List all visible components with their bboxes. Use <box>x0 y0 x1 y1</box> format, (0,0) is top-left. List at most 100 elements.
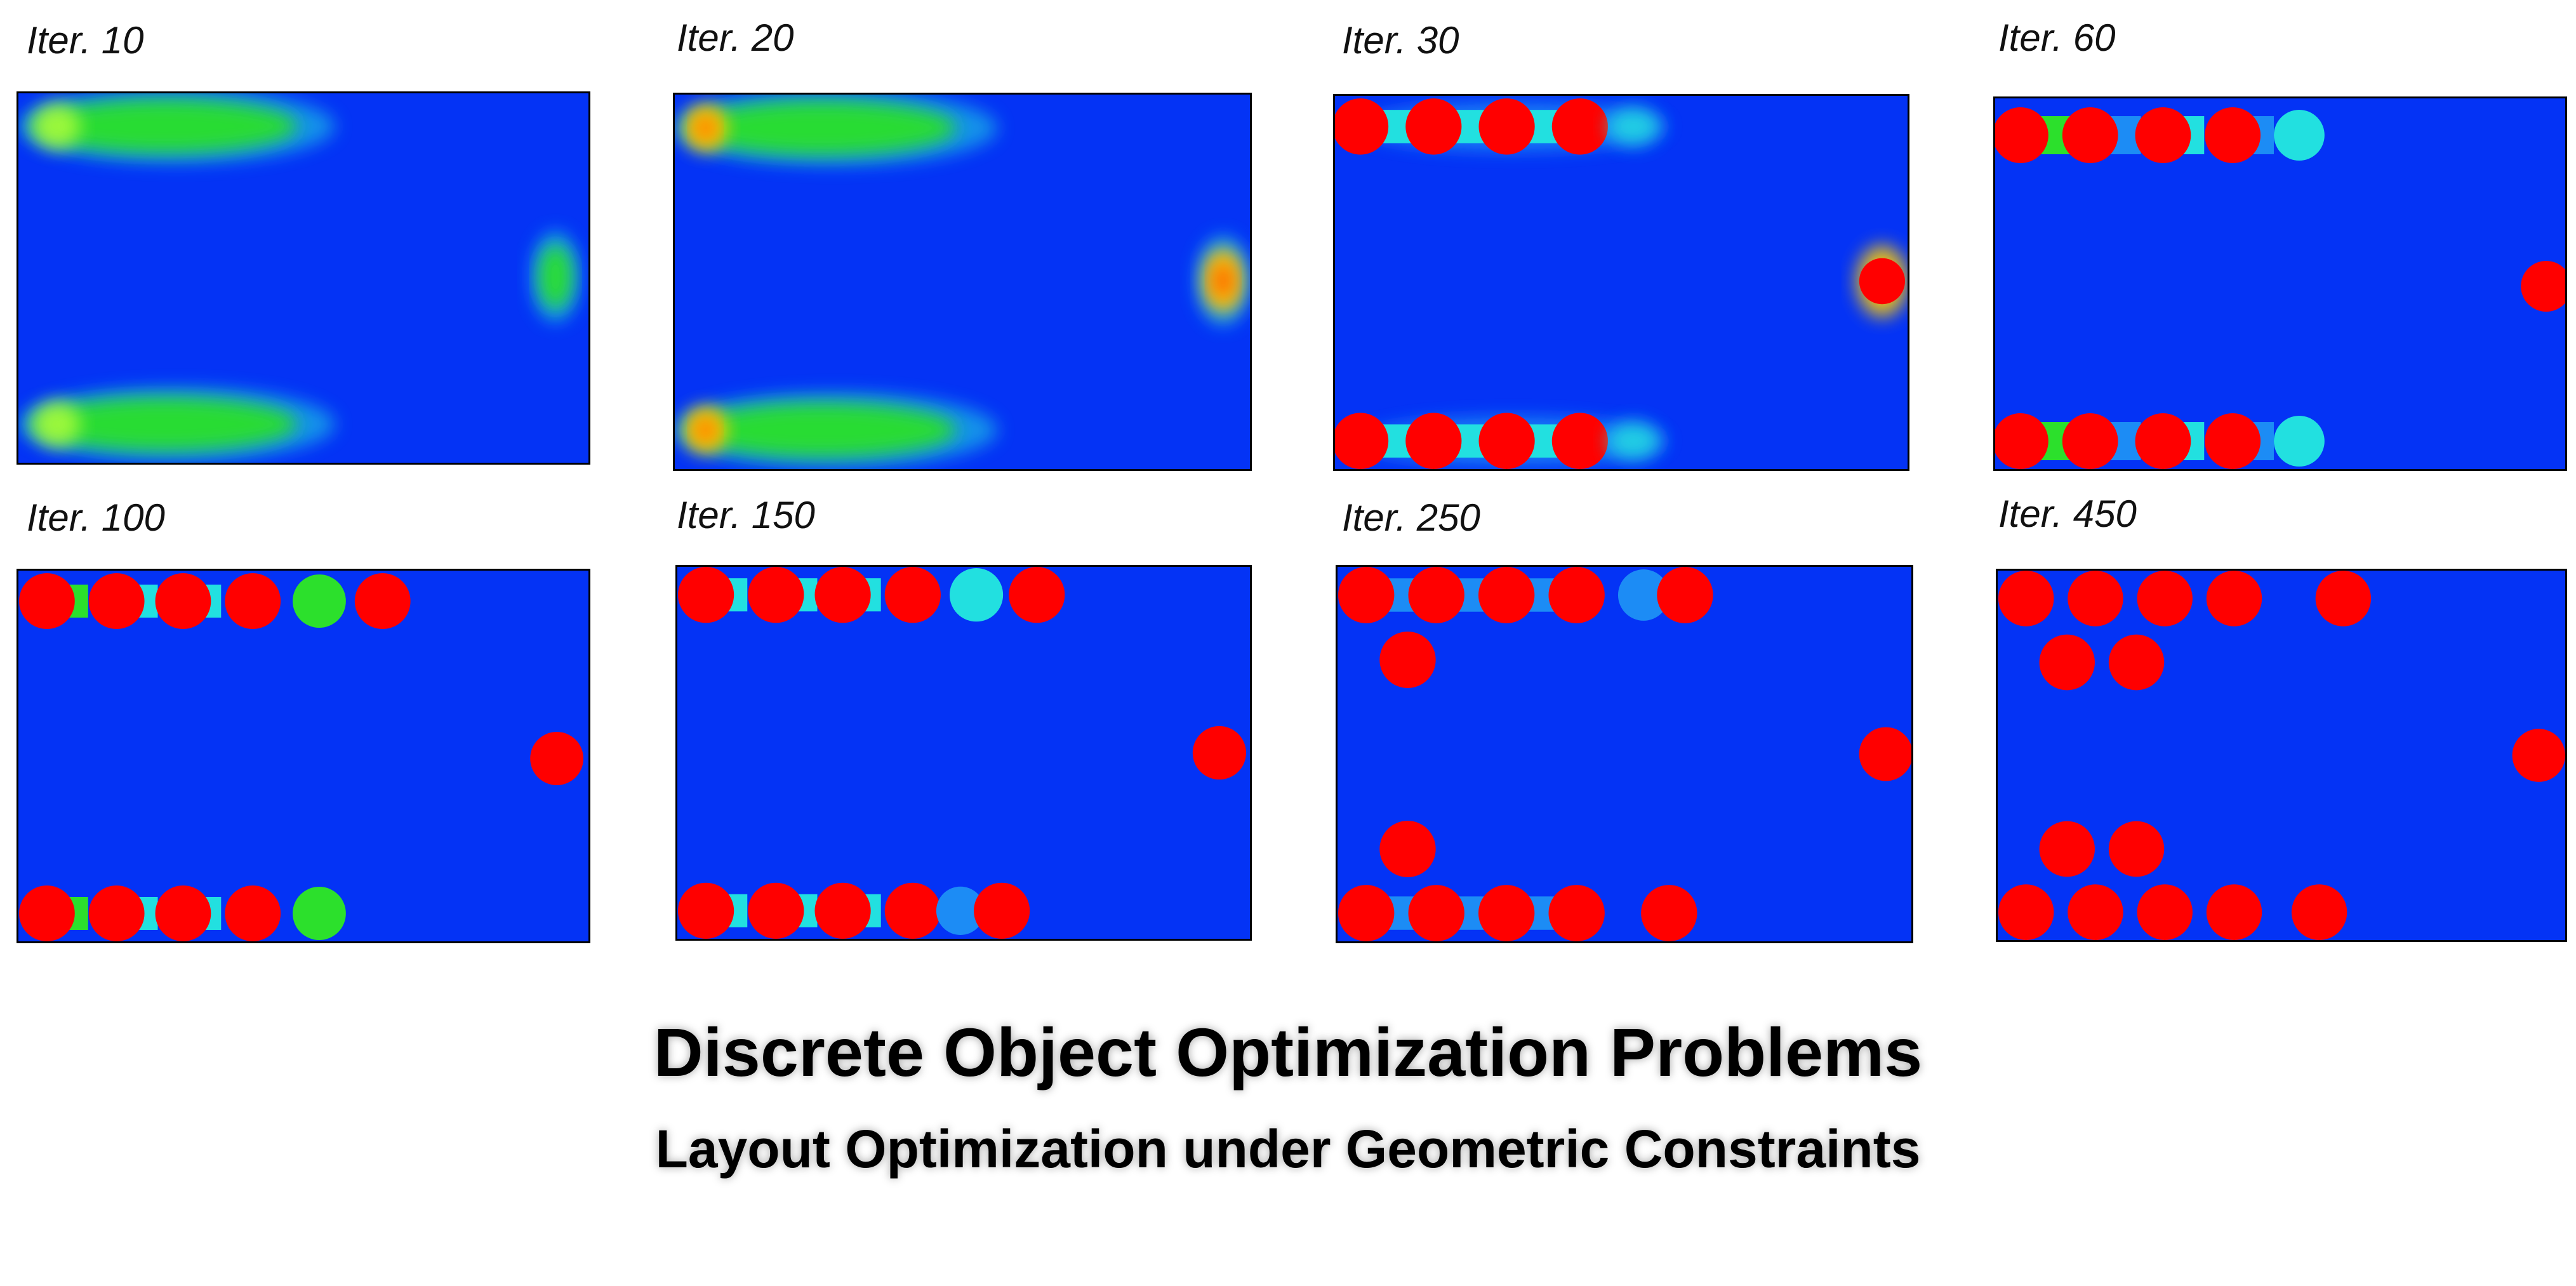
layout-object <box>225 885 281 941</box>
panel-label-iter-60: Iter. 60 <box>1998 17 2116 59</box>
layout-object <box>1405 413 1462 469</box>
layout-object <box>1641 885 1697 941</box>
layout-object <box>1657 567 1713 623</box>
density-blob <box>32 401 81 447</box>
layout-object <box>1548 885 1605 941</box>
density-blob <box>1211 262 1235 299</box>
layout-object <box>2205 413 2261 469</box>
layout-object <box>1405 98 1462 155</box>
layout-object <box>1548 567 1605 623</box>
density-blob <box>539 245 573 308</box>
density-blob <box>694 115 717 141</box>
layout-object <box>884 567 941 623</box>
layout-object <box>1998 884 2054 940</box>
layout-object <box>1379 821 1436 877</box>
layout-object <box>2062 413 2118 469</box>
layout-object <box>1859 258 1905 305</box>
layout-object <box>1551 413 1608 469</box>
layout-object <box>1478 567 1535 623</box>
layout-object <box>1551 98 1608 155</box>
layout-object <box>2068 884 2123 940</box>
layout-object <box>1478 98 1535 155</box>
density-blob <box>30 397 298 451</box>
density-blob <box>1608 107 1660 146</box>
layout-object <box>2291 884 2347 940</box>
panel-label-iter-250: Iter. 250 <box>1342 496 1480 539</box>
density-blob <box>32 103 81 149</box>
layout-object <box>1192 726 1246 780</box>
layout-object <box>974 882 1030 939</box>
layout-object <box>18 885 75 941</box>
layout-object <box>1338 885 1395 941</box>
layout-panel-iter-10 <box>17 91 590 465</box>
layout-object <box>1335 413 1389 469</box>
layout-density-plot <box>678 567 1246 939</box>
layout-object-forming <box>936 886 985 935</box>
layout-object <box>678 882 734 939</box>
layout-object <box>678 567 734 623</box>
layout-object <box>1408 567 1464 623</box>
layout-density-plot <box>675 95 1250 467</box>
layout-object <box>1995 413 2048 469</box>
density-blob <box>687 101 956 155</box>
layout-object <box>814 882 871 939</box>
layout-object <box>1379 632 1436 688</box>
layout-object <box>1478 413 1535 469</box>
layout-panel-iter-250 <box>1336 565 1913 943</box>
layout-panel-iter-450 <box>1996 569 2567 942</box>
layout-density-plot <box>18 573 584 941</box>
layout-object <box>155 573 211 629</box>
layout-object <box>2315 571 2372 626</box>
layout-object <box>2205 107 2261 163</box>
density-blob <box>694 417 717 443</box>
layout-object <box>2039 821 2095 877</box>
layout-object <box>354 573 411 629</box>
layout-object <box>88 573 145 629</box>
layout-object <box>2206 571 2262 626</box>
layout-object-forming <box>949 568 1004 622</box>
panel-label-iter-100: Iter. 100 <box>27 496 165 539</box>
layout-object <box>2206 884 2262 940</box>
layout-panel-iter-30 <box>1333 94 1909 471</box>
layout-object <box>1478 885 1535 941</box>
layout-object <box>884 882 941 939</box>
layout-object-forming <box>2274 110 2325 161</box>
figure-title: Discrete Object Optimization Problems <box>653 1014 1923 1090</box>
layout-object <box>1998 571 2054 626</box>
layout-object <box>155 885 211 941</box>
layout-panel-iter-20 <box>673 93 1252 471</box>
layout-object <box>530 732 584 785</box>
layout-density-plot <box>1335 98 1908 469</box>
layout-object <box>2108 634 2165 691</box>
layout-object <box>748 567 804 623</box>
layout-density-plot <box>1998 571 2565 940</box>
panel-label-iter-450: Iter. 450 <box>1998 493 2137 535</box>
figure-subtitle: Layout Optimization under Geometric Cons… <box>655 1119 1921 1179</box>
density-blob <box>1608 421 1660 460</box>
layout-object <box>2039 634 2095 691</box>
layout-object <box>1338 567 1395 623</box>
layout-object <box>2137 884 2193 940</box>
layout-object <box>2521 261 2565 312</box>
panel-label-iter-150: Iter. 150 <box>677 494 815 536</box>
layout-object-forming <box>1617 569 1670 621</box>
layout-object-forming <box>293 887 346 940</box>
layout-object <box>814 567 871 623</box>
layout-density-plot <box>1338 567 1911 941</box>
density-blob <box>687 402 956 457</box>
layout-object <box>1995 107 2048 163</box>
layout-object <box>2068 571 2123 626</box>
layout-object <box>2062 107 2118 163</box>
layout-density-plot <box>18 93 580 461</box>
layout-panel-iter-150 <box>675 565 1252 941</box>
panel-label-iter-10: Iter. 10 <box>27 19 144 62</box>
panel-label-iter-30: Iter. 30 <box>1342 19 1459 62</box>
layout-density-plot <box>1995 107 2565 469</box>
layout-panel-iter-100 <box>17 569 590 943</box>
layout-object-forming <box>2274 416 2325 467</box>
layout-object <box>18 573 75 629</box>
layout-object <box>1859 727 1911 781</box>
layout-object <box>1408 885 1464 941</box>
layout-object <box>2135 413 2191 469</box>
density-blob <box>30 99 298 153</box>
